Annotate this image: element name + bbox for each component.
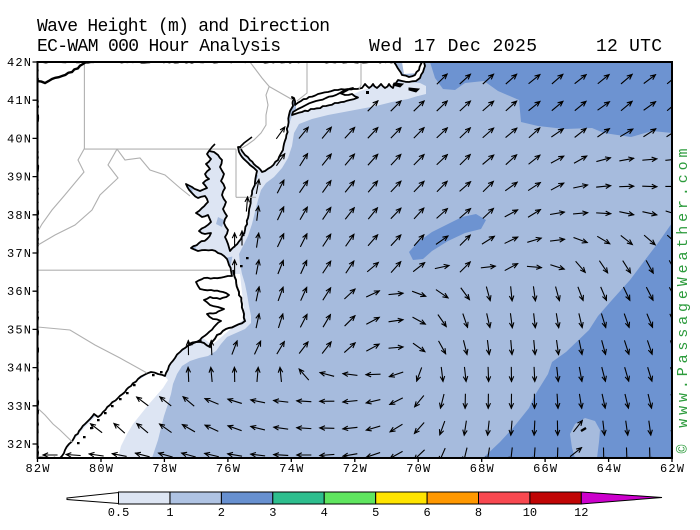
- svg-text:78W: 78W: [152, 462, 177, 476]
- svg-text:35N: 35N: [7, 323, 31, 337]
- svg-text:3: 3: [269, 506, 276, 520]
- svg-text:2: 2: [218, 506, 225, 520]
- svg-text:76W: 76W: [216, 462, 241, 476]
- svg-text:1: 1: [166, 506, 173, 520]
- svg-text:8: 8: [475, 506, 482, 520]
- svg-text:70W: 70W: [406, 462, 431, 476]
- svg-text:4: 4: [321, 506, 328, 520]
- svg-text:12 UTC: 12 UTC: [596, 37, 662, 57]
- svg-text:5: 5: [372, 506, 379, 520]
- svg-text:41N: 41N: [7, 94, 31, 108]
- svg-text:36N: 36N: [7, 285, 31, 299]
- svg-text:Wave Height (m) and Direction: Wave Height (m) and Direction: [37, 17, 330, 37]
- svg-text:0.5: 0.5: [108, 506, 130, 520]
- svg-text:62W: 62W: [660, 462, 685, 476]
- svg-text:33N: 33N: [7, 400, 31, 414]
- svg-text:Wed 17 Dec 2025: Wed 17 Dec 2025: [369, 37, 537, 57]
- svg-text:12: 12: [574, 506, 588, 520]
- svg-text:74W: 74W: [279, 462, 304, 476]
- svg-text:37N: 37N: [7, 247, 31, 261]
- svg-text:EC-WAM 000 Hour Analysis: EC-WAM 000 Hour Analysis: [37, 37, 281, 57]
- svg-text:64W: 64W: [597, 462, 622, 476]
- svg-text:66W: 66W: [533, 462, 558, 476]
- svg-text:82W: 82W: [26, 462, 51, 476]
- svg-text:40N: 40N: [7, 132, 31, 146]
- svg-text:10: 10: [523, 506, 537, 520]
- svg-text:6: 6: [423, 506, 430, 520]
- svg-text:38N: 38N: [7, 209, 31, 223]
- svg-text:39N: 39N: [7, 171, 31, 185]
- svg-text:34N: 34N: [7, 362, 31, 376]
- svg-text:42N: 42N: [7, 56, 31, 70]
- svg-text:68W: 68W: [470, 462, 495, 476]
- svg-text:80W: 80W: [89, 462, 114, 476]
- svg-text:72W: 72W: [343, 462, 368, 476]
- svg-text:32N: 32N: [7, 438, 31, 452]
